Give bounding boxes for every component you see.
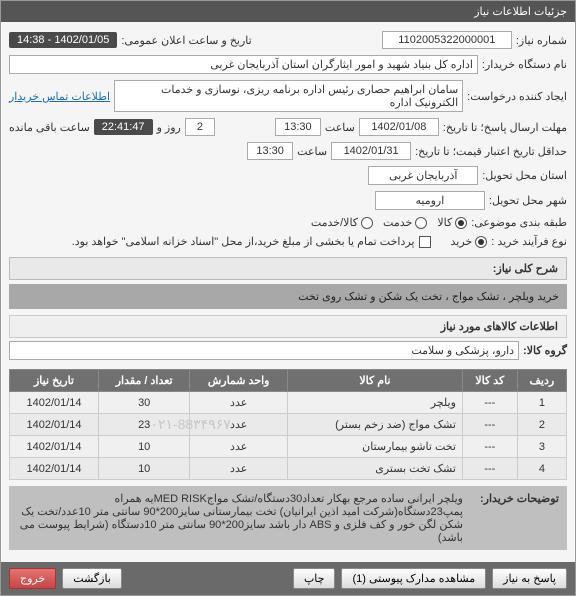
buyer-note-label: توضیحات خریدار: [469,492,559,505]
remain-time: 22:41:47 [94,119,153,135]
contact-link[interactable]: اطلاعات تماس خریدار [9,90,110,103]
print-button[interactable]: چاپ [293,568,336,589]
radio-icon [415,217,427,229]
th-date: تاریخ نیاز [10,370,99,392]
table-row[interactable]: 3 --- تخت تاشو بیمارستان عدد 10 1402/01/… [10,436,567,458]
remain-suffix: ساعت باقی مانده [9,121,90,134]
deadline-label: مهلت ارسال پاسخ؛ تا تاریخ: [443,121,567,134]
buyer-org-label: نام دستگاه خریدار: [482,58,567,71]
summary-text: خرید ویلچر ، تشک مواج ، تخت یک شکن و تشک… [9,284,567,309]
creator-label: ایجاد کننده درخواست: [467,90,567,103]
exit-button[interactable]: خروج [9,568,56,589]
validity-date: 1402/01/31 [331,142,411,160]
min-validity-label: حداقل تاریخ اعتبار قیمت؛ تا تاریخ: [415,145,567,158]
radio-icon [475,236,487,248]
radio-icon [361,217,373,229]
treasury-checkbox[interactable] [419,236,431,248]
back-button[interactable]: بازگشت [62,568,122,589]
creator-value: سامان ابراهیم حصاری رئیس اداره برنامه ری… [114,80,463,112]
radio-service[interactable]: خدمت [383,216,427,229]
need-no-value: 1102005322000001 [382,31,512,49]
table-row[interactable]: 1 --- ویلچر عدد 30 1402/01/14 [10,392,567,414]
deadline-date: 1402/01/08 [359,118,439,136]
treasury-note: پرداخت تمام یا بخشی از مبلغ خرید،از محل … [72,235,415,248]
window: جزئیات اطلاعات نیاز شماره نیاز: 11020053… [0,0,576,596]
table-body: 1 --- ویلچر عدد 30 1402/01/14 2 --- تشک … [10,392,567,480]
table-header-row: ردیف کد کالا نام کالا واحد شمارش تعداد /… [10,370,567,392]
th-unit: واحد شمارش [190,370,288,392]
city-value: ارومیه [375,191,485,210]
city-label: شهر محل تحویل: [489,194,567,207]
province-value: آذربایجان غربی [368,166,478,185]
summary-head: شرح کلی نیاز: [9,257,567,280]
subject-class-label: طبقه بندی موضوعی: [471,216,567,229]
group-label: گروه کالا: [523,344,567,357]
buyer-note-text: ویلچر ایرانی ساده مرجع بهکار تعداد30دستگ… [17,492,463,544]
window-title: جزئیات اطلاعات نیاز [474,6,567,18]
reply-button[interactable]: پاسخ به نیاز [492,568,567,589]
radio-both[interactable]: کالا/خدمت [311,216,373,229]
table-row[interactable]: 4 --- تشک تخت بستری عدد 10 1402/01/14 [10,458,567,480]
time-label-1: ساعت [325,121,355,134]
province-label: استان محل تحویل: [482,169,567,182]
days-suffix: روز و [157,121,181,134]
deadline-time: 13:30 [275,118,321,136]
goods-table: ردیف کد کالا نام کالا واحد شمارش تعداد /… [9,369,567,480]
watermark: ۰۲۱-88۳۴۹۶۷ [150,416,230,433]
button-bar: پاسخ به نیاز مشاهده مدارک پیوستی (1) چاپ… [1,562,575,595]
group-value: دارو، پزشکی و سلامت [9,341,519,360]
proc-label: نوع فرآیند خرید : [491,235,567,248]
attach-button[interactable]: مشاهده مدارک پیوستی (1) [341,568,486,589]
buyer-note: توضیحات خریدار: ویلچر ایرانی ساده مرجع ب… [9,486,567,550]
announce-value: 1402/01/05 - 14:38 [9,32,117,48]
th-code: کد کالا [462,370,517,392]
days-value: 2 [185,118,215,136]
th-row: ردیف [517,370,566,392]
radio-buy[interactable]: خرید [451,235,488,248]
need-no-label: شماره نیاز: [516,34,567,47]
time-label-2: ساعت [297,145,327,158]
table-row[interactable]: 2 --- تشک مواج (ضد زخم بستر) عدد ۰۲۱-88۳… [10,414,567,436]
goods-section-title: اطلاعات کالاهای مورد نیاز [9,315,567,338]
announce-label: تاریخ و ساعت اعلان عمومی: [121,34,251,47]
buyer-org-value: اداره کل بنیاد شهید و امور ایثارگران است… [9,55,478,74]
radio-icon [455,217,467,229]
validity-time: 13:30 [247,142,293,160]
th-name: نام کالا [287,370,462,392]
title-bar: جزئیات اطلاعات نیاز [1,1,575,22]
th-qty: تعداد / مقدار [99,370,190,392]
subject-radio-group: کالا خدمت کالا/خدمت [311,216,467,229]
radio-goods[interactable]: کالا [437,216,467,229]
info-panel: شماره نیاز: 1102005322000001 تاریخ و ساع… [1,22,575,556]
